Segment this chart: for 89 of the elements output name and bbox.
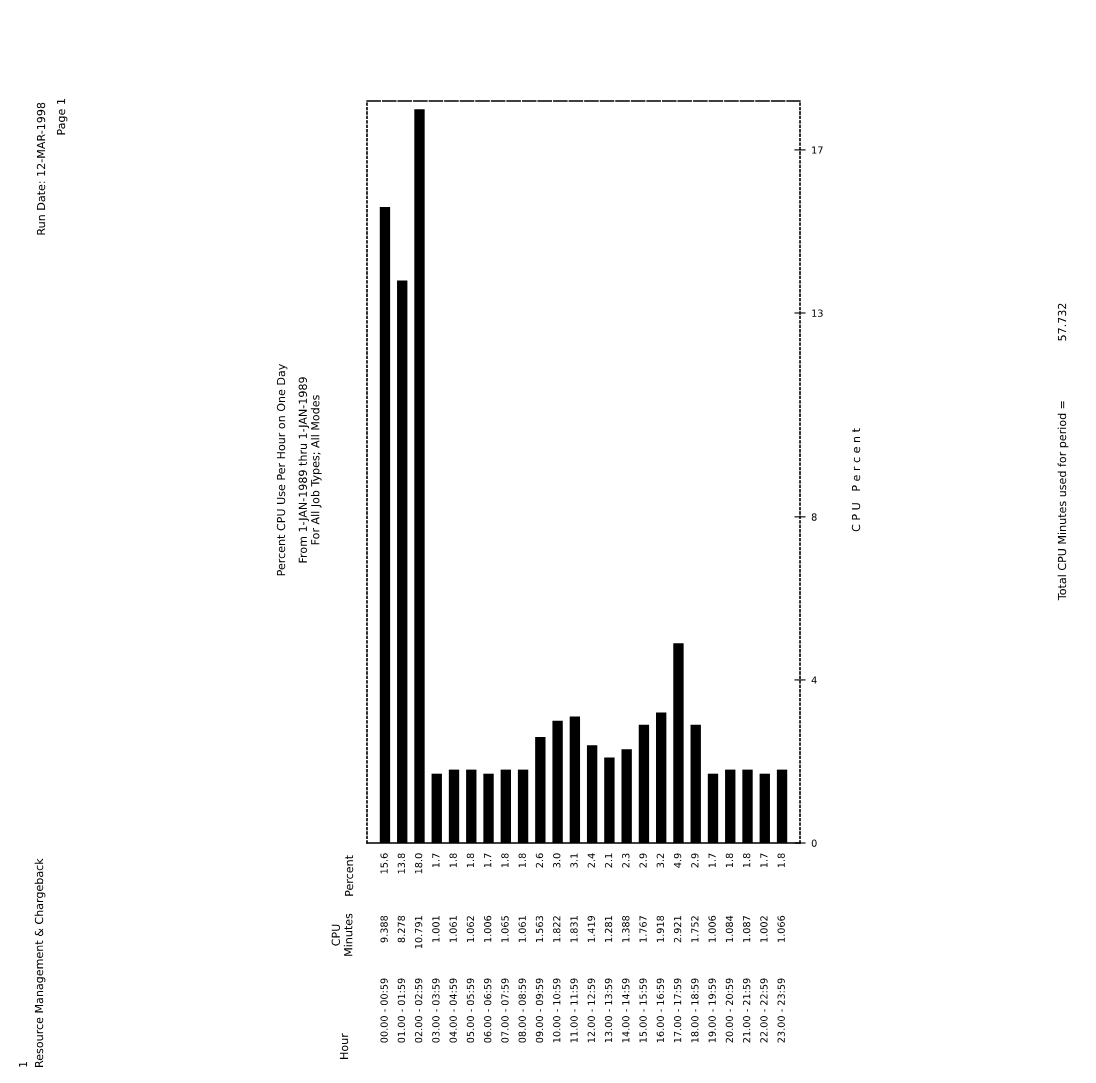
text: 1.831: [570, 916, 578, 942]
text: Percent CPU Use Per Hour on One Day: [276, 363, 288, 576]
y2-tick-label: 4: [811, 676, 817, 684]
text: Run Date: 12-MAR-1998: [36, 102, 46, 235]
x-tick-label: 00.00 - 00:59: [380, 978, 388, 1043]
data-label: 2.9: [691, 853, 699, 868]
text: 1.281: [604, 916, 613, 942]
x-tick-label: 07.00 - 07:59: [501, 978, 509, 1043]
x-tick-label: 12.00 - 12:59: [587, 978, 595, 1043]
text: 1.822: [553, 916, 561, 942]
data-label: 1.8: [725, 853, 734, 868]
y2-tick-label: 17: [812, 146, 823, 154]
text: 1.061: [449, 916, 457, 942]
y2-tick-label: 13: [812, 309, 823, 317]
data-label: 13.8: [397, 853, 406, 874]
x-tick-label: 16.00 - 16:59: [656, 978, 665, 1043]
x-tick-label: 21.00 - 21:59: [742, 978, 751, 1043]
text: 1.062: [466, 916, 475, 942]
x-tick-label: 10.00 - 10:59: [553, 978, 561, 1043]
text: 9.388: [380, 915, 388, 943]
text: Resource Management & Chargeback: [34, 858, 46, 1067]
x-tick-label: 03.00 - 03:59: [432, 978, 440, 1043]
text: 1.066: [777, 915, 785, 942]
data-label: 2.6: [535, 853, 544, 868]
data-label: 1.7: [484, 853, 492, 868]
y2-axis-title: C P U P e r c e n t: [851, 428, 861, 532]
text: 1.001: [432, 916, 440, 942]
text: Page 1: [56, 99, 68, 135]
data-label: 1.8: [466, 853, 475, 868]
text: 1.061: [518, 916, 526, 942]
text: 1.918: [656, 915, 665, 942]
x-tick-label: 06.00 - 06:59: [484, 978, 492, 1043]
data-label: 1.8: [518, 853, 526, 868]
text: 1.767: [639, 916, 647, 942]
data-label: 2.3: [622, 853, 630, 868]
x-tick-label: 05.00 - 05:59: [466, 978, 475, 1043]
x-tick-label: 01.00 - 01:59: [397, 978, 406, 1043]
data-label: 3.0: [553, 853, 561, 868]
x-tick-label: 11.00 - 11:59: [570, 978, 578, 1043]
y2-tick-label: 8: [811, 513, 817, 521]
x-tick-label: 02.00 - 02:59: [414, 978, 423, 1043]
data-label: 3.2: [656, 853, 665, 868]
data-label: 3.1: [570, 853, 578, 868]
x-tick-label: 13.00 - 13:59: [604, 978, 613, 1043]
text: Percent: [344, 855, 354, 896]
data-label: 2.9: [639, 853, 647, 868]
data-label: 1.8: [742, 853, 751, 868]
x-tick-label: 19.00 - 19:59: [708, 978, 716, 1043]
text: 2.921: [673, 916, 682, 943]
text: 1.002: [760, 916, 768, 942]
x-tick-label: 22.00 - 22:59: [760, 978, 768, 1043]
text: 1.087: [742, 916, 751, 942]
data-label: 1.8: [777, 853, 785, 868]
text: 1.563: [535, 916, 544, 942]
text: 1.006: [484, 915, 492, 942]
x-tick-label: 20.00 - 20:59: [725, 978, 734, 1043]
x-tick-label: 08.00 - 08:59: [518, 978, 526, 1043]
y2-tick-label: 0: [811, 839, 817, 847]
x-tick-label: 17.00 - 17:59: [673, 978, 682, 1043]
x-tick-label: 23.00 - 23:59: [777, 978, 785, 1043]
text: 1.388: [622, 915, 630, 942]
x-tick-label: 09.00 - 09:59: [535, 978, 544, 1043]
text: 1: [18, 1061, 28, 1067]
text: CPU Minutes: [331, 913, 353, 956]
text: 57.732: [1057, 303, 1067, 341]
data-label: 2.1: [604, 853, 613, 868]
text: 1.084: [725, 915, 734, 942]
data-label: 18.0: [414, 853, 423, 874]
text: 8.278: [397, 915, 406, 943]
text: 1.006: [708, 915, 716, 942]
data-label: 1.7: [708, 853, 716, 868]
data-label: 1.7: [432, 853, 440, 868]
data-label: 1.7: [760, 853, 768, 868]
x-tick-label: 18.00 - 18:59: [691, 978, 699, 1043]
text: 1.752: [691, 916, 699, 942]
data-label: 15.6: [380, 853, 388, 874]
text: 1.419: [587, 915, 595, 942]
data-label: 2.4: [587, 853, 595, 868]
data-label: 4.9: [673, 853, 682, 868]
x-tick-label: 04.00 - 04:59: [449, 978, 457, 1043]
data-label: 1.8: [449, 853, 457, 868]
text: Hour: [339, 1033, 349, 1059]
x-tick-label: 15.00 - 15:59: [639, 978, 647, 1043]
x-tick-label: 14.00 - 14:59: [622, 978, 630, 1043]
text: 1.065: [501, 916, 509, 942]
text: 10.791: [414, 916, 423, 949]
data-label: 1.8: [501, 853, 509, 868]
text: Total CPU Minutes used for period =: [1057, 401, 1069, 601]
text: From 1-JAN-1989 thru 1-JAN-1989 For All Job Types; All Modes: [298, 377, 322, 563]
